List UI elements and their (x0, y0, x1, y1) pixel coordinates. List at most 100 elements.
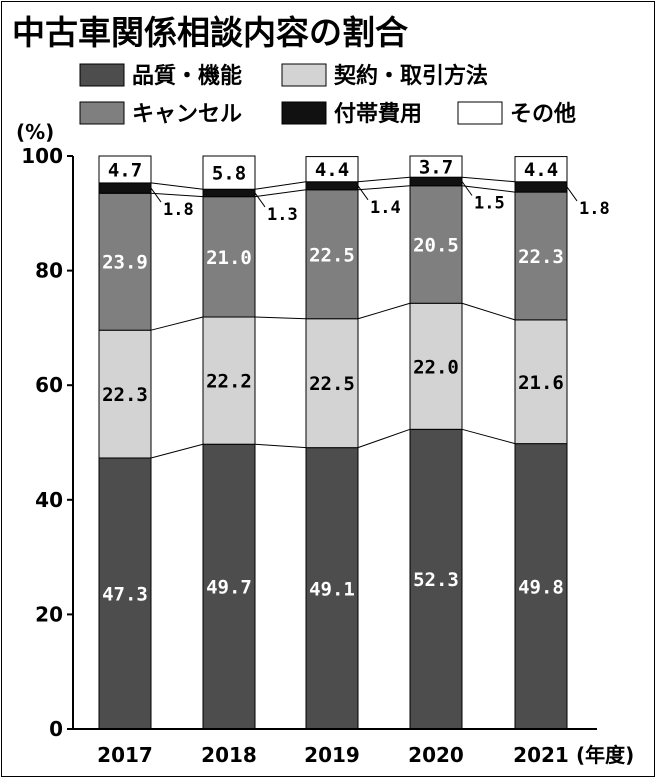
value-label: 47.3 (102, 583, 148, 605)
callout-line (254, 192, 266, 208)
bar-segment (514, 181, 568, 193)
connector-line (150, 316, 204, 331)
legend-label: 付帯費用 (334, 101, 422, 127)
y-tick-label: 40 (35, 488, 63, 512)
chart-title: 中古車関係相談内容の割合 (12, 13, 408, 52)
connector-line (254, 181, 307, 190)
value-label: 1.4 (370, 198, 401, 218)
bar-stack (305, 156, 359, 730)
x-tick-label: 2019 (304, 743, 360, 767)
connector-line (254, 189, 307, 198)
bar-segment (98, 182, 152, 194)
connector-line (357, 176, 411, 183)
bar-segment (409, 302, 463, 430)
y-axis-unit: (%) (16, 120, 54, 144)
value-label: 49.1 (309, 578, 355, 600)
bar-segment (98, 329, 152, 459)
x-tick-label: 2017 (97, 743, 153, 767)
value-label: 22.3 (102, 384, 148, 406)
x-axis-unit: (年度) (576, 743, 634, 767)
value-label: 49.8 (518, 576, 564, 598)
bar-segment (514, 319, 568, 445)
segment-connector-lines (150, 176, 516, 459)
value-label: 52.3 (413, 569, 459, 591)
connector-line (150, 443, 204, 459)
bar-segment (305, 181, 359, 191)
value-label: 3.7 (419, 157, 453, 179)
value-label: 4.7 (108, 159, 142, 181)
callout-line (150, 187, 162, 203)
y-axis: 0 20 40 60 80 100 (21, 144, 74, 741)
bar-segment (514, 443, 568, 730)
y-tick-label: 0 (49, 717, 63, 741)
connector-line (150, 192, 204, 198)
bar-segment (98, 155, 152, 184)
legend-swatch (79, 101, 125, 125)
legend-swatch (79, 63, 125, 87)
bar-stack (409, 155, 463, 730)
bar-stack (98, 155, 152, 730)
value-label: 22.3 (518, 246, 564, 268)
bar-segment (202, 443, 256, 730)
value-label: 22.5 (309, 244, 355, 266)
connector-line (254, 443, 307, 449)
value-label: 49.7 (206, 577, 252, 599)
value-label: 22.2 (206, 371, 252, 393)
bar-segment (202, 196, 256, 318)
callout-line (566, 186, 578, 202)
bars (98, 155, 568, 730)
value-label: 1.3 (267, 205, 298, 225)
value-label: 1.8 (163, 200, 194, 220)
value-label: 1.5 (474, 193, 505, 213)
bar-segment (202, 316, 256, 445)
connector-line (254, 316, 307, 320)
bar-segment (514, 156, 568, 183)
value-label: 22.5 (309, 373, 355, 395)
legend-swatch (457, 101, 503, 125)
bar-segment (305, 156, 359, 183)
connector-line (150, 182, 204, 190)
connector-line (357, 185, 411, 191)
bar-segment (514, 191, 568, 321)
callout-line (461, 181, 473, 196)
bar-stack (202, 155, 256, 730)
bar-segment (409, 155, 463, 178)
value-label: 5.8 (212, 163, 246, 185)
value-label: 21.0 (206, 247, 252, 269)
value-label: 4.4 (315, 159, 349, 181)
y-tick-label: 60 (35, 373, 63, 397)
value-label: 1.8 (579, 199, 610, 219)
y-tick-label: 80 (35, 259, 63, 283)
connector-line (357, 428, 411, 449)
legend-swatch (281, 63, 327, 87)
legend-label: 品質・機能 (132, 63, 242, 89)
bar-segment (305, 318, 359, 449)
y-tick-label: 20 (35, 602, 63, 626)
connector-line (461, 176, 516, 183)
x-tick-label: 2021 (513, 743, 569, 767)
value-label: 20.5 (413, 235, 459, 257)
value-label: 4.4 (524, 159, 558, 181)
connector-line (357, 302, 411, 320)
value-label: 23.9 (102, 252, 148, 274)
x-tick-label: 2018 (201, 743, 257, 767)
connector-line (461, 428, 516, 445)
bar-segment (98, 457, 152, 730)
legend-label: 契約・取引方法 (333, 63, 488, 89)
x-axis: 2017 2018 2019 2020 2021 (73, 728, 597, 767)
bar-segment (202, 155, 256, 190)
bar-stack (514, 156, 568, 730)
legend-label: キャンセル (132, 102, 242, 127)
bar-segment (409, 428, 463, 730)
legend-label: その他 (510, 102, 576, 127)
bar-segment (202, 188, 256, 198)
bar-segment (305, 447, 359, 730)
y-tick-label: 100 (21, 144, 63, 168)
value-label: 22.0 (413, 356, 459, 378)
callout-line (357, 185, 369, 201)
connector-line (461, 185, 516, 193)
value-label: 21.6 (518, 372, 564, 394)
